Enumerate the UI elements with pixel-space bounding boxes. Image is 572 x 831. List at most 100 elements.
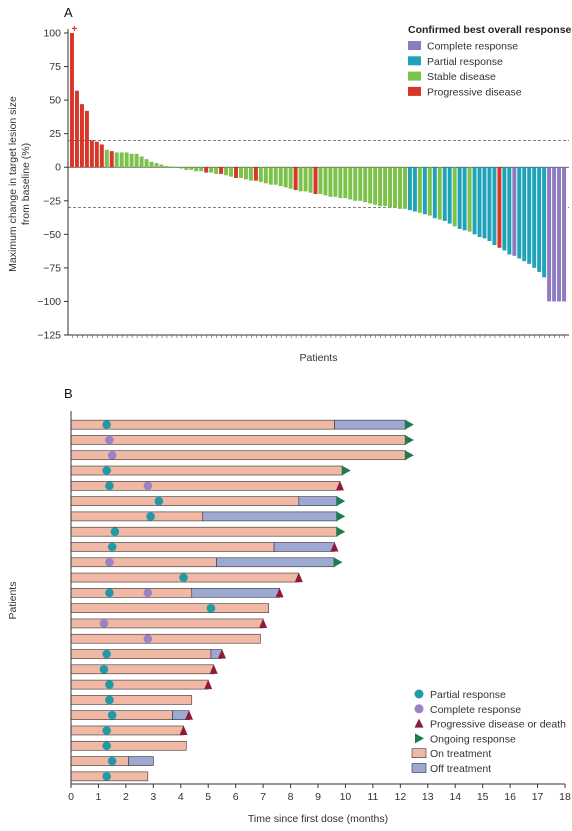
- partial-response-marker: [154, 496, 164, 506]
- bar: [557, 167, 562, 302]
- on-treatment-bar: [70, 679, 209, 690]
- progression-marker: [204, 679, 213, 690]
- bar: [194, 167, 199, 172]
- panel-b: B 0 1 2 3 4 5 6 7 8 9 10 11 12 13 14 15 16 17 18 Partial r…: [7, 386, 571, 825]
- complete-response-marker: [107, 450, 117, 460]
- bar: [104, 149, 109, 168]
- x-tick-label: 3: [150, 791, 156, 803]
- bar: [482, 167, 487, 239]
- bar: [552, 167, 557, 302]
- x-tick-label: 0: [68, 791, 74, 803]
- bar: [417, 167, 422, 213]
- legend-label: Ongoing response: [430, 733, 516, 745]
- bar: [333, 167, 338, 197]
- bar: [238, 167, 243, 178]
- partial-response-marker: [102, 741, 111, 751]
- panel-b-legend: Partial response Complete response Progres…: [411, 689, 566, 775]
- x-tick-label: 8: [288, 791, 294, 803]
- legend-label: Complete response: [430, 704, 521, 716]
- bar: [154, 163, 159, 168]
- bar: [89, 140, 94, 168]
- legend-complete-response-icon: [414, 704, 424, 714]
- bar: [527, 167, 532, 264]
- bar: [224, 167, 229, 176]
- progression-marker: [330, 541, 339, 552]
- y-tick-label: 75: [49, 61, 61, 73]
- partial-response-marker: [99, 665, 109, 674]
- ongoing-response-marker: [404, 419, 414, 430]
- legend-progression-icon: [414, 718, 424, 728]
- bar: [412, 167, 417, 212]
- on-treatment-bar: [70, 633, 261, 644]
- legend-partial-response-icon: [414, 689, 424, 699]
- panel-a-y-axis-label-line-1: Maximum change in target lesion size: [7, 96, 19, 272]
- complete-response-marker: [105, 435, 114, 445]
- partial-response-marker: [102, 772, 111, 781]
- bar: [368, 167, 373, 204]
- bar: [184, 167, 189, 170]
- bar: [477, 167, 482, 238]
- on-treatment-bar: [70, 542, 275, 552]
- off-treatment-bar: [298, 496, 338, 506]
- partial-response-marker: [102, 466, 111, 475]
- on-treatment-bar: [70, 756, 129, 766]
- bar: [298, 167, 303, 192]
- ongoing-response-marker: [336, 496, 346, 507]
- legend-label: Progressive disease: [427, 86, 522, 98]
- x-tick-label: 13: [422, 791, 434, 803]
- progression-marker: [179, 725, 188, 735]
- progression-marker: [294, 572, 303, 583]
- bar: [547, 167, 552, 302]
- on-treatment-bar: [70, 740, 187, 751]
- bar: [74, 90, 79, 168]
- bar: [363, 167, 368, 203]
- x-tick-label: 18: [559, 791, 571, 803]
- y-tick-label: −125: [37, 330, 61, 342]
- complete-response-marker: [143, 588, 153, 598]
- legend-label: On treatment: [430, 748, 491, 760]
- ongoing-response-marker: [404, 434, 414, 445]
- y-tick-label: 50: [49, 95, 61, 107]
- progression-marker: [275, 587, 284, 598]
- legend-ongoing-icon: [415, 733, 424, 744]
- x-tick-label: 9: [315, 791, 321, 803]
- legend-label: Complete response: [427, 41, 518, 53]
- bar: [532, 167, 537, 268]
- on-treatment-bar: [70, 557, 217, 568]
- bar: [452, 167, 457, 227]
- bar: [159, 164, 164, 168]
- legend-label: Partial response: [430, 689, 506, 701]
- ongoing-response-marker: [336, 526, 346, 537]
- bar: [119, 152, 124, 168]
- on-treatment-bar: [70, 695, 193, 705]
- panel-a-bars: +: [70, 24, 566, 302]
- bar: [313, 167, 318, 195]
- bar: [94, 141, 99, 168]
- bar: [388, 167, 393, 208]
- bar: [199, 167, 204, 172]
- x-tick-label: 17: [532, 791, 544, 803]
- bar: [487, 167, 492, 242]
- panel-a-axes: 100 75 50 25 0 −25 −50 −75 −100 −125: [37, 28, 569, 342]
- legend-swatch: [408, 86, 421, 96]
- bar: [70, 33, 74, 168]
- ongoing-response-marker: [404, 450, 414, 461]
- bar: [542, 167, 547, 278]
- bar: [288, 167, 293, 189]
- on-treatment-bar: [70, 435, 407, 445]
- bar: [402, 167, 407, 209]
- bar: [398, 167, 402, 209]
- bar: [323, 167, 328, 196]
- bar: [174, 167, 179, 168]
- on-treatment-bar: [70, 603, 269, 613]
- bar: [214, 167, 219, 174]
- x-tick-label: 10: [340, 791, 352, 803]
- progression-marker: [209, 664, 218, 674]
- partial-response-marker: [105, 680, 114, 689]
- legend-title: Confirmed best overall response: [408, 24, 572, 36]
- x-tick-label: 11: [367, 791, 378, 803]
- bar: [343, 167, 348, 199]
- bar: [338, 167, 343, 199]
- legend-label: Partial response: [427, 56, 503, 68]
- legend-swatch: [408, 41, 421, 50]
